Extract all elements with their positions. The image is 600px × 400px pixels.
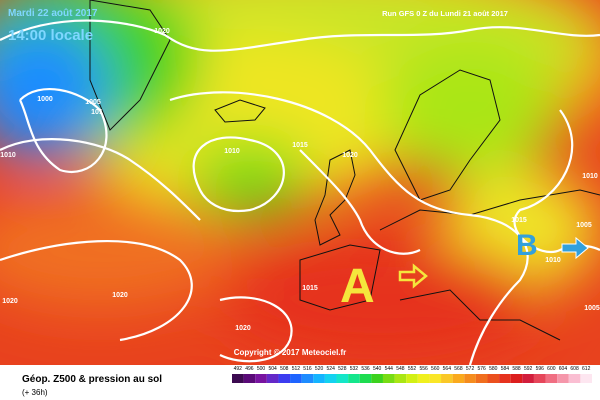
colorbar-swatch — [464, 374, 476, 383]
colorbar-label: 516 — [303, 366, 312, 372]
isobar-label: 1020 — [235, 325, 251, 332]
isobar-label: 1020 — [342, 152, 358, 159]
colorbar-label: 600 — [547, 366, 556, 372]
colorbar-label: 532 — [350, 366, 359, 372]
colorbar-label: 568 — [454, 366, 463, 372]
colorbar-label: 544 — [385, 366, 394, 372]
colorbar-label: 592 — [524, 366, 533, 372]
colorbar-label: 588 — [512, 366, 521, 372]
colorbar-label: 500 — [257, 366, 266, 372]
map-field — [0, 0, 600, 365]
arrow — [561, 236, 589, 260]
colorbar-swatch — [406, 374, 418, 383]
date: Mardi 22 août 2017 — [8, 8, 98, 19]
colorbar-label: 536 — [361, 366, 370, 372]
colorbar-label: 564 — [443, 366, 452, 372]
colorbar-label: 604 — [559, 366, 568, 372]
colorbar-label: 496 — [245, 366, 254, 372]
colorbar-swatch — [359, 374, 372, 383]
colorbar-swatch — [313, 374, 325, 383]
isobar-label: 1010 — [0, 152, 16, 159]
colorbar-swatch — [382, 374, 395, 383]
colorbar-swatch — [545, 374, 558, 383]
time: 14:00 locale — [8, 27, 93, 44]
colorbar-label: 520 — [315, 366, 324, 372]
colorbar-swatch — [510, 374, 523, 383]
colorbar-swatch — [499, 374, 511, 383]
colorbar-label: 612 — [582, 366, 591, 372]
isobar-label: 1005 — [85, 99, 101, 106]
footer-lead: (+ 36h) — [22, 388, 48, 397]
isobar-label: 1010 — [224, 148, 240, 155]
colorbar-label: 580 — [489, 366, 498, 372]
isobar-label: 1020 — [112, 292, 128, 299]
colorbar-swatch — [417, 374, 430, 383]
colorbar-swatch — [487, 374, 500, 383]
colorbar-swatch — [580, 374, 592, 383]
colorbar-label: 596 — [536, 366, 545, 372]
colorbar-label: 504 — [268, 366, 277, 372]
run-info: Run GFS 0 Z du Lundi 21 août 2017 — [382, 9, 508, 18]
colorbar-swatch — [336, 374, 349, 383]
colorbar-label: 584 — [501, 366, 510, 372]
colorbar-swatch — [429, 374, 442, 383]
colorbar-label: 548 — [396, 366, 405, 372]
colorbar-swatch — [441, 374, 453, 383]
colorbar-swatch — [278, 374, 291, 383]
colorbar-swatch — [394, 374, 407, 383]
isobar-label: 1020 — [154, 28, 170, 35]
colorbar-swatch — [243, 374, 256, 383]
colorbar-swatch — [533, 374, 546, 383]
colorbar: 492 496 500 504 508 512 516 520 524 528 532 536 540 5… — [232, 366, 592, 383]
colorbar-label: 492 — [234, 366, 243, 372]
colorbar-label: 608 — [570, 366, 579, 372]
colorbar-swatch — [475, 374, 488, 383]
arrow — [398, 263, 428, 289]
colorbar-label: 508 — [280, 366, 289, 372]
colorbar-label: 528 — [338, 366, 347, 372]
high-pressure: A — [340, 260, 375, 313]
isobar-label: 1010 — [582, 173, 598, 180]
isobar-labels: 1020 1000 1005 101 1010 1010 1015 1020 1015 1005 1… — [0, 28, 600, 332]
colorbar-label: 572 — [466, 366, 475, 372]
colorbar-swatch — [557, 374, 569, 383]
isobar-label: 1015 — [511, 217, 527, 224]
colorbar-label: 524 — [327, 366, 336, 372]
copyright: Copyright © 2017 Meteociel.fr — [234, 348, 347, 357]
colorbar-swatch — [324, 374, 337, 383]
colorbar-swatch — [232, 374, 244, 383]
isobar-label: 1010 — [545, 257, 561, 264]
colorbar-label: 556 — [419, 366, 428, 372]
colorbar-swatch — [290, 374, 302, 383]
isobar-label: 1005 — [584, 305, 600, 312]
colorbar-label: 576 — [478, 366, 487, 372]
isobar-label: 1005 — [576, 222, 592, 229]
colorbar-swatch — [371, 374, 383, 383]
isobar-label: 1015 — [292, 142, 308, 149]
isobar-label: 101 — [91, 109, 103, 116]
colorbar-swatch — [266, 374, 279, 383]
colorbar-label: 560 — [431, 366, 440, 372]
low-pressure: B — [516, 229, 538, 262]
colorbar-swatch — [301, 374, 314, 383]
footer-title: Géop. Z500 & pression au sol — [22, 374, 162, 385]
colorbar-label: 552 — [408, 366, 417, 372]
colorbar-label: 540 — [373, 366, 382, 372]
isobar-label: 1015 — [302, 285, 318, 292]
colorbar-swatch — [568, 374, 581, 383]
colorbar-swatch — [348, 374, 360, 383]
colorbar-swatch — [452, 374, 465, 383]
isobar-label: 1000 — [37, 96, 53, 103]
colorbar-label: 512 — [292, 366, 301, 372]
isobar-label: 1020 — [2, 298, 18, 305]
colorbar-swatch — [255, 374, 267, 383]
colorbar-swatch — [522, 374, 534, 383]
